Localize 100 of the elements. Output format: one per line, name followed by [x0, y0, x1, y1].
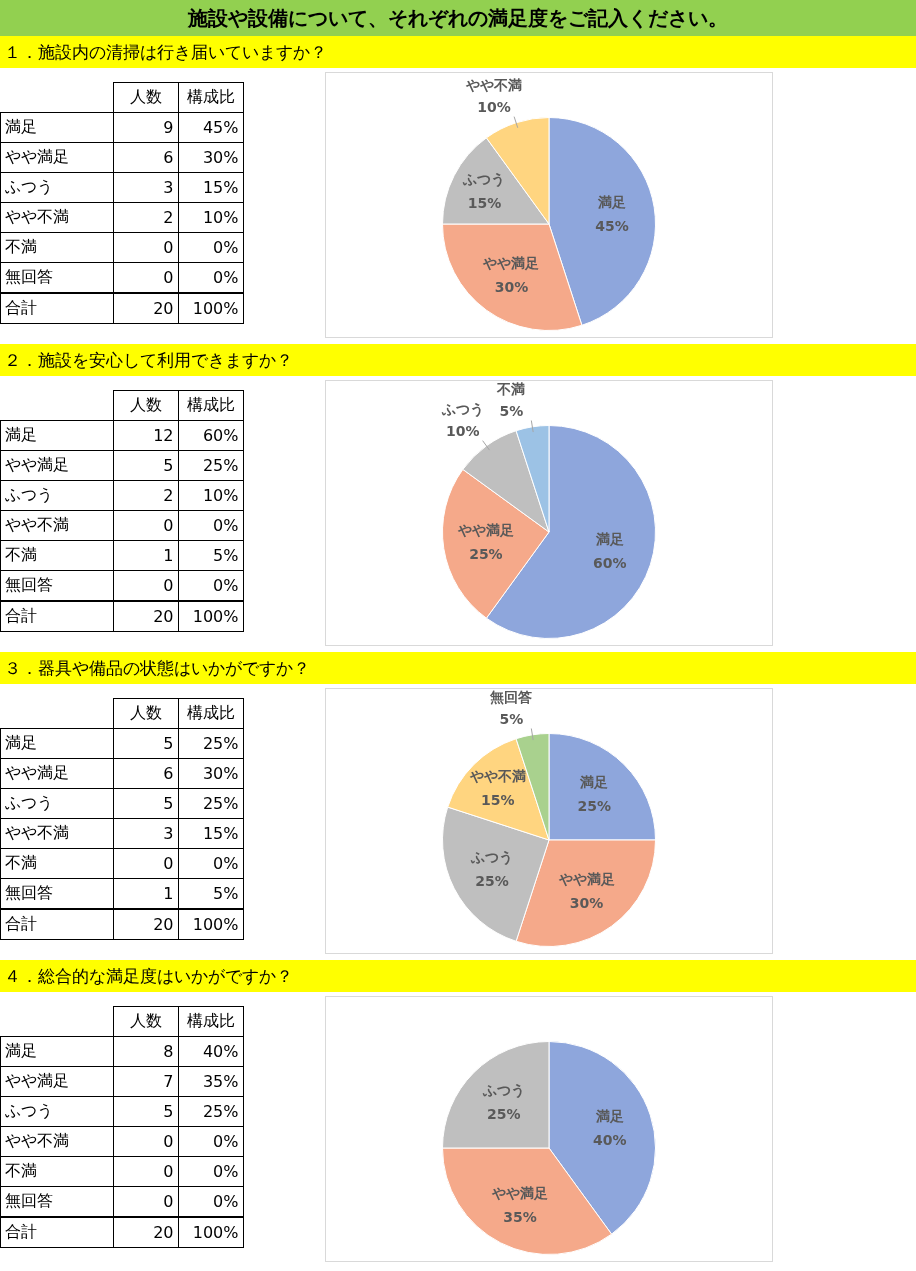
data-label: 5%	[178, 540, 243, 571]
data-label: 25%	[487, 1106, 521, 1123]
data-label: 25%	[178, 788, 243, 819]
category-label: やや満足	[0, 1066, 113, 1097]
legend-label: 構成比	[178, 390, 243, 421]
text: １．施設内の清掃は行き届いていますか？	[4, 40, 327, 64]
category-label: ふつう	[0, 172, 113, 203]
slice-label: ふつう	[462, 170, 506, 188]
data-label: 15%	[481, 792, 515, 809]
data-label: 0	[113, 262, 178, 293]
data-label: 7	[113, 1066, 178, 1097]
text: 合計	[0, 909, 113, 940]
data-label: 5%	[499, 403, 524, 420]
data-label: 30%	[178, 758, 243, 789]
data-label: 1	[113, 878, 178, 909]
data-label: 15%	[467, 194, 502, 211]
text: 合計	[0, 1217, 113, 1248]
data-label: 25%	[469, 545, 503, 562]
text: 100%	[178, 293, 243, 324]
data-label: 0	[113, 1156, 178, 1187]
data-label: 0	[113, 570, 178, 601]
data-label: 25%	[178, 450, 243, 481]
category-label: ふつう	[0, 480, 113, 511]
data-label: 5	[113, 728, 178, 759]
data-label: 10%	[178, 202, 243, 233]
text: ３．器具や備品の状態はいかがですか？	[4, 656, 310, 680]
data-label: 3	[113, 172, 178, 203]
data-label: 40%	[593, 1131, 627, 1148]
data-label: 45%	[178, 112, 243, 143]
category-label: やや満足	[0, 450, 113, 481]
data-label: 0%	[178, 1126, 243, 1157]
legend-label: 人数	[113, 82, 178, 113]
category-label: 無回答	[0, 878, 113, 909]
data-label: 9	[113, 112, 178, 143]
data-label: 5%	[499, 711, 524, 728]
slice-label: ふつう	[470, 848, 514, 866]
data-label: 0	[113, 1186, 178, 1217]
data-label: 0%	[178, 232, 243, 263]
data-label: 15%	[178, 172, 243, 203]
data-label: 5	[113, 788, 178, 819]
data-label: 3	[113, 818, 178, 849]
text: 20	[113, 601, 178, 632]
slice-label: やや満足	[490, 1184, 548, 1201]
legend-label: 人数	[113, 390, 178, 421]
data-label: 2	[113, 480, 178, 511]
legend-label: 構成比	[178, 1006, 243, 1037]
data-label: 1	[113, 540, 178, 571]
data-label: 35%	[178, 1066, 243, 1097]
data-label: 0%	[178, 262, 243, 293]
category-label: 満足	[0, 728, 113, 759]
text: ４．総合的な満足度はいかがですか？	[4, 964, 293, 988]
slice-label: 満足	[594, 1107, 624, 1124]
slice-label: 不満	[496, 381, 526, 398]
text: ２．施設を安心して利用できますか？	[4, 348, 293, 372]
category-label: 無回答	[0, 1186, 113, 1217]
data-label: 0%	[178, 510, 243, 541]
data-label: 10%	[178, 480, 243, 511]
text: 合計	[0, 601, 113, 632]
slice-label: 満足	[594, 531, 624, 548]
data-label: 10%	[477, 99, 511, 116]
category-label: 無回答	[0, 262, 113, 293]
data-label: 25%	[178, 728, 243, 759]
legend-label: 構成比	[178, 82, 243, 113]
data-label: 15%	[178, 818, 243, 849]
category-label: やや満足	[0, 142, 113, 173]
slice-label: やや不満	[465, 77, 523, 94]
slice-label: 満足	[579, 774, 609, 791]
slice-label: 無回答	[489, 689, 533, 706]
category-label: 不満	[0, 540, 113, 571]
category-label: やや不満	[0, 510, 113, 541]
category-label: 無回答	[0, 570, 113, 601]
legend-label: 人数	[113, 1006, 178, 1037]
slice-label: ふつう	[481, 1082, 525, 1100]
text: 合計	[0, 293, 113, 324]
data-label: 25%	[475, 872, 509, 889]
data-label: 25%	[577, 798, 611, 815]
data-label: 0%	[178, 570, 243, 601]
data-label: 0%	[178, 1186, 243, 1217]
text: 100%	[178, 909, 243, 940]
data-label: 35%	[503, 1208, 537, 1225]
legend-label: 人数	[113, 698, 178, 729]
data-label: 2	[113, 202, 178, 233]
data-label: 30%	[494, 279, 529, 296]
data-label: 12	[113, 420, 178, 451]
data-label: 6	[113, 758, 178, 789]
data-label: 8	[113, 1036, 178, 1067]
category-label: やや不満	[0, 818, 113, 849]
text: 20	[113, 293, 178, 324]
data-label: 40%	[178, 1036, 243, 1067]
data-label: 6	[113, 142, 178, 173]
category-label: 満足	[0, 112, 113, 143]
data-label: 0	[113, 510, 178, 541]
data-label: 60%	[593, 555, 627, 572]
legend-label: 構成比	[178, 698, 243, 729]
category-label: やや不満	[0, 1126, 113, 1157]
data-label: 5	[113, 450, 178, 481]
slice-label: やや満足	[456, 521, 514, 538]
category-label: やや満足	[0, 758, 113, 789]
data-label: 30%	[569, 895, 604, 912]
data-label: 0	[113, 1126, 178, 1157]
